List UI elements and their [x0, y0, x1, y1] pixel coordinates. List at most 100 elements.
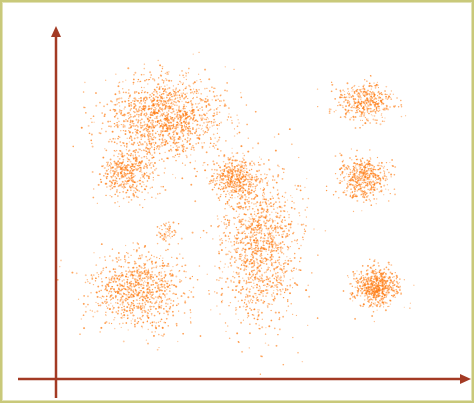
- data-point: [119, 184, 122, 186]
- data-point: [233, 244, 235, 246]
- data-point: [184, 93, 186, 96]
- data-point: [116, 302, 119, 304]
- data-point: [135, 149, 137, 151]
- data-point: [132, 100, 134, 102]
- data-point: [160, 301, 163, 304]
- data-point: [305, 216, 307, 218]
- data-point: [161, 65, 164, 68]
- data-point: [218, 252, 221, 255]
- data-point: [373, 95, 375, 97]
- data-point: [221, 287, 223, 290]
- data-point: [96, 295, 99, 298]
- cluster-5: [194, 147, 266, 212]
- data-point: [181, 70, 183, 72]
- data-point: [157, 102, 160, 104]
- data-point: [140, 308, 143, 310]
- data-point: [136, 272, 139, 274]
- data-point: [225, 167, 227, 169]
- data-point: [283, 204, 286, 207]
- data-point: [163, 236, 166, 238]
- data-point: [372, 110, 375, 112]
- data-point: [257, 300, 260, 302]
- data-point: [128, 291, 130, 294]
- data-point: [270, 238, 273, 240]
- data-point: [266, 305, 269, 307]
- data-point: [250, 213, 253, 216]
- data-point: [167, 73, 169, 75]
- data-point: [222, 182, 225, 185]
- data-point: [188, 289, 190, 292]
- data-point: [144, 267, 146, 269]
- data-point: [139, 148, 141, 151]
- data-point: [171, 108, 174, 110]
- data-point: [196, 123, 199, 126]
- data-point: [163, 232, 166, 235]
- data-point: [226, 172, 229, 174]
- data-point: [156, 145, 158, 148]
- data-point: [219, 175, 222, 177]
- data-point: [223, 105, 226, 107]
- data-point: [146, 142, 148, 145]
- data-point: [245, 213, 247, 216]
- data-point: [228, 250, 230, 253]
- data-point: [241, 350, 244, 353]
- data-point: [280, 283, 282, 285]
- data-point: [161, 301, 163, 303]
- data-point: [161, 229, 163, 231]
- data-point: [154, 117, 156, 120]
- data-point: [239, 197, 242, 200]
- data-point: [296, 188, 298, 190]
- data-point: [115, 180, 118, 183]
- data-point: [155, 167, 158, 170]
- data-point: [164, 106, 167, 109]
- data-point: [372, 118, 375, 121]
- data-point: [242, 231, 245, 234]
- data-point: [133, 125, 135, 127]
- data-point: [205, 105, 208, 107]
- data-point: [162, 87, 164, 90]
- data-point: [254, 273, 257, 276]
- data-point: [171, 127, 174, 130]
- data-point: [137, 317, 139, 319]
- data-point: [247, 191, 250, 194]
- data-point: [196, 106, 198, 108]
- data-point: [281, 247, 284, 250]
- data-point: [240, 289, 243, 291]
- data-point: [234, 249, 237, 252]
- data-point: [370, 94, 372, 96]
- data-point: [116, 103, 118, 105]
- data-point: [251, 236, 253, 239]
- data-point: [160, 101, 163, 103]
- data-point: [158, 295, 160, 298]
- data-point: [133, 304, 136, 307]
- data-point: [130, 304, 132, 306]
- data-point: [236, 229, 238, 231]
- data-point: [121, 151, 123, 154]
- data-point: [93, 252, 95, 254]
- data-point: [146, 279, 148, 281]
- data-point: [208, 293, 211, 295]
- data-point: [178, 116, 181, 119]
- data-point: [142, 309, 144, 312]
- data-point: [206, 126, 209, 129]
- data-point: [232, 155, 235, 158]
- data-point: [124, 180, 126, 182]
- data-point: [263, 233, 266, 235]
- data-point: [368, 112, 370, 115]
- data-point: [165, 114, 167, 117]
- data-point: [139, 177, 142, 179]
- data-point: [350, 117, 352, 119]
- data-point: [193, 167, 196, 170]
- data-point: [104, 322, 107, 325]
- data-point: [146, 284, 148, 286]
- data-point: [224, 103, 226, 106]
- data-point: [172, 292, 174, 295]
- data-point: [151, 154, 153, 156]
- data-point: [234, 296, 237, 299]
- data-point: [176, 149, 179, 151]
- data-point: [165, 102, 167, 105]
- data-point: [163, 85, 166, 88]
- data-point: [260, 227, 262, 229]
- data-point: [219, 238, 222, 241]
- data-point: [276, 286, 279, 289]
